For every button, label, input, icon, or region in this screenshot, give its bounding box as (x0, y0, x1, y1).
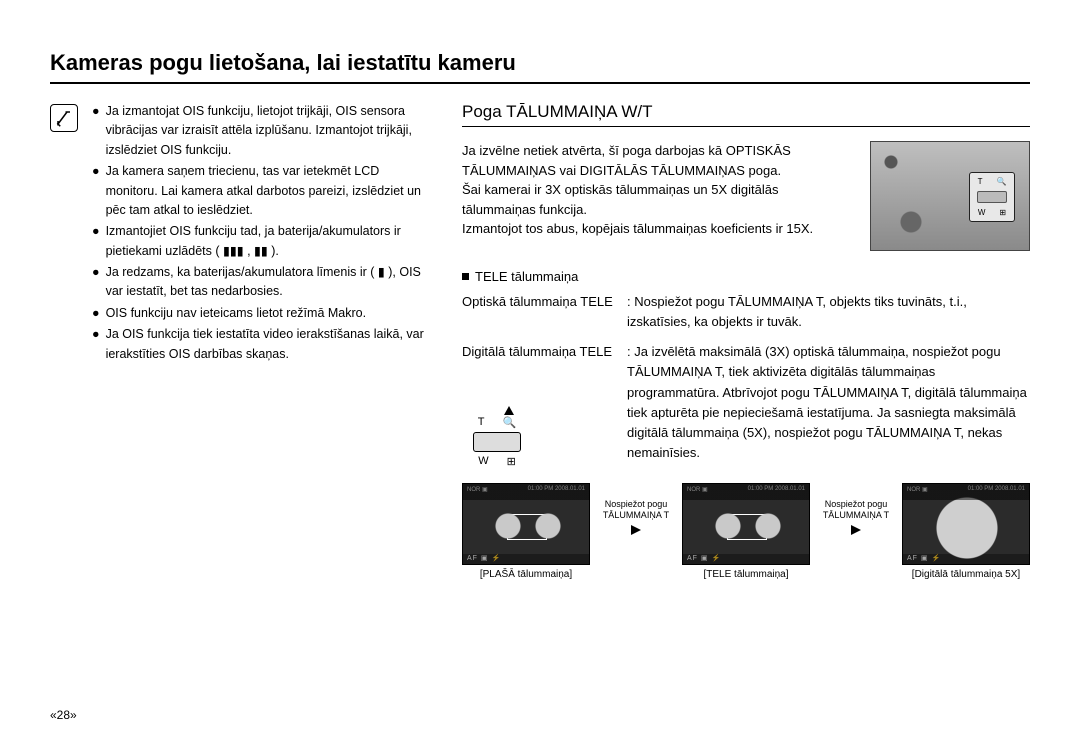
left-column: ●Ja izmantojat OIS funkciju, lietojot tr… (50, 102, 432, 580)
right-column: Poga TĀLUMMAIŅA W/T Ja izvēlne netiek at… (462, 102, 1030, 580)
thumb-digital: NOR ▣ 01:00 PM 2008.01.01 AF ▣ ⚡ [Digitāl… (902, 483, 1030, 580)
af-indicator: AF ▣ ⚡ (687, 554, 721, 562)
thumb-caption: [TELE tālummaiņa] (703, 569, 788, 580)
digital-zoom-block: Digitālā tālummaiņa TELE : Ja izvēlētā m… (462, 342, 1030, 463)
thumb-tele: NOR ▣ 01:00 PM 2008.01.01 AF ▣ ⚡ [TELE tā… (682, 483, 810, 580)
thumb-wide: NOR ▣ 01:00 PM 2008.01.01 AF ▣ ⚡ [PLAŠĀ t… (462, 483, 590, 580)
def-body: : Nospiežot pogu TĀLUMMAIŅA T, objekts t… (627, 292, 1030, 332)
diagram-w: W (478, 455, 488, 468)
note-item: Ja redzams, ka baterijas/akumulatora līm… (106, 263, 432, 302)
camera-illustration: T 🔍 W ⊞ (870, 141, 1030, 251)
grid-icon: ⊞ (507, 455, 516, 468)
def-body: : Ja izvēlētā maksimālā (3X) optiskā tāl… (627, 342, 1030, 463)
sample-image-strip: NOR ▣ 01:00 PM 2008.01.01 AF ▣ ⚡ [PLAŠĀ t… (462, 483, 1030, 580)
grid-icon: ⊞ (999, 208, 1006, 217)
page-number: «28» (50, 708, 77, 722)
zoom-bar (977, 191, 1007, 203)
magnify-icon: 🔍 (503, 416, 517, 429)
zoom-t-label: T (978, 177, 983, 186)
arrow-right-icon (851, 525, 861, 535)
arrow-up-icon (504, 406, 514, 415)
page-title: Kameras pogu lietošana, lai iestatītu ka… (50, 50, 1030, 84)
note-item: Ja izmantojat OIS funkciju, lietojot tri… (106, 102, 432, 160)
af-indicator: AF ▣ ⚡ (907, 554, 941, 562)
note-icon (50, 104, 78, 132)
note-item: Ja OIS funkcija tiek iestatīta video ier… (106, 325, 432, 364)
note-item: Ja kamera saņem triecienu, tas var ietek… (106, 162, 432, 220)
section-heading: Poga TĀLUMMAIŅA W/T (462, 102, 1030, 127)
thumb-caption: [PLAŠĀ tālummaiņa] (480, 569, 572, 580)
intro-text: Ja izvēlne netiek atvērta, šī poga darbo… (462, 141, 854, 251)
intro-block: Ja izvēlne netiek atvērta, šī poga darbo… (462, 141, 1030, 251)
note-item: Izmantojiet OIS funkciju tad, ja baterij… (106, 222, 432, 261)
zoom-rocker: T 🔍 W ⊞ (969, 172, 1015, 222)
arrow-right-icon (631, 525, 641, 535)
overlay-left: NOR ▣ (467, 486, 488, 493)
arrow-label-1: Nospiežot pogu TĀLUMMAIŅA T (600, 483, 672, 535)
overlay-right: 01:00 PM 2008.01.01 (968, 486, 1025, 493)
zoom-w-label: W (978, 208, 986, 217)
magnify-icon: 🔍 (996, 177, 1006, 186)
note-list: ●Ja izmantojat OIS funkciju, lietojot tr… (92, 102, 432, 366)
note-item: OIS funkciju nav ieteicams lietot režīmā… (106, 304, 432, 323)
optical-zoom-def: Optiskā tālummaiņa TELE : Nospiežot pogu… (462, 292, 1030, 332)
note-block: ●Ja izmantojat OIS funkciju, lietojot tr… (50, 102, 432, 366)
diagram-t: T (478, 416, 485, 429)
overlay-right: 01:00 PM 2008.01.01 (528, 486, 585, 493)
diagram-slot (473, 432, 521, 452)
tele-section-label: TELE tālummaiņa (462, 269, 1030, 284)
overlay-left: NOR ▣ (907, 486, 928, 493)
overlay-left: NOR ▣ (687, 486, 708, 493)
zoom-diagram: T 🔍 W ⊞ (462, 406, 532, 468)
arrow-label-2: Nospiežot pogu TĀLUMMAIŅA T (820, 483, 892, 535)
af-indicator: AF ▣ ⚡ (467, 554, 501, 562)
thumb-caption: [Digitālā tālummaiņa 5X] (912, 569, 1020, 580)
content-columns: ●Ja izmantojat OIS funkciju, lietojot tr… (50, 102, 1030, 580)
overlay-right: 01:00 PM 2008.01.01 (748, 486, 805, 493)
def-term: Optiskā tālummaiņa TELE (462, 292, 627, 332)
